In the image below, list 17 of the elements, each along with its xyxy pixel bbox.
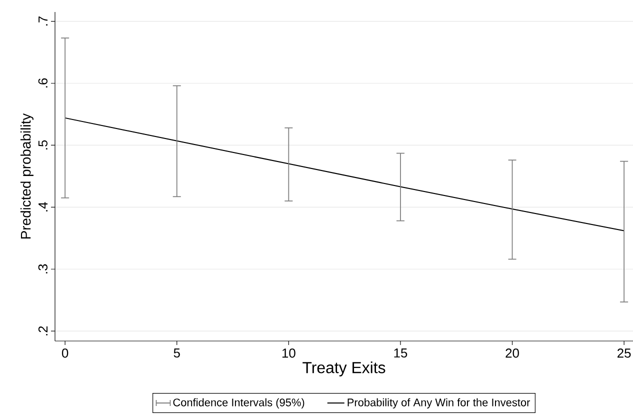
y-tick-label: .4 <box>38 202 48 212</box>
legend-label: Probability of Any Win for the Investor <box>348 398 530 408</box>
y-axis-title: Predicted probability <box>20 113 34 239</box>
y-tick-label: .6 <box>38 78 48 88</box>
x-tick-label: 0 <box>62 348 68 358</box>
text: Confidence Intervals (95%) <box>173 398 304 408</box>
x-tick-label: 10 <box>282 348 296 358</box>
y-tick-label: .5 <box>38 140 48 150</box>
x-axis-title: Treaty Exits <box>302 362 386 376</box>
y-tick-label: .3 <box>38 264 48 274</box>
x-tick-label: 20 <box>506 348 519 358</box>
line-series <box>64 117 625 232</box>
y-tick-label: .7 <box>38 16 48 26</box>
x-tick-label: 15 <box>394 348 408 358</box>
x-tick-label: 5 <box>174 348 180 358</box>
y-tick-label: .2 <box>38 326 48 336</box>
x-tick-label: 25 <box>618 348 631 358</box>
